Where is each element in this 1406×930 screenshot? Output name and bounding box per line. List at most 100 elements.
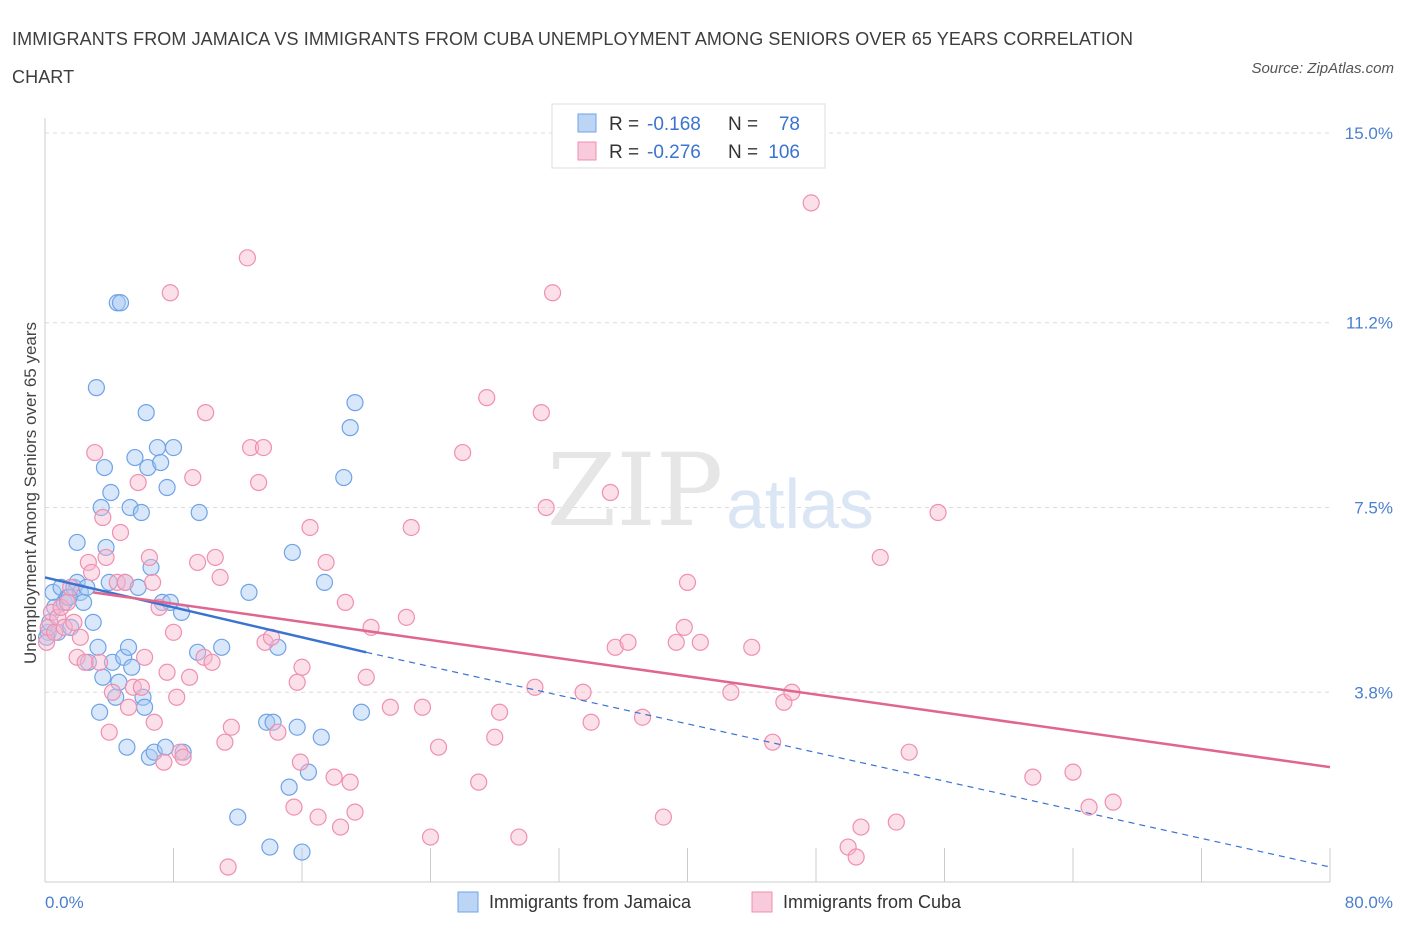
cuba-point <box>197 404 215 422</box>
cuba-point <box>91 653 109 671</box>
cuba-point <box>222 718 240 736</box>
cuba-point <box>871 548 889 567</box>
series-jamaica-points <box>38 294 371 861</box>
axes <box>44 118 1331 883</box>
jamaica-point <box>283 543 301 562</box>
cuba-trend-line <box>93 591 1331 769</box>
y-tick-label: 11.2% <box>1346 314 1393 333</box>
chart-title: IMMIGRANTS FROM JAMAICA VS IMMIGRANTS FR… <box>12 29 1134 87</box>
cuba-point <box>331 818 350 836</box>
jamaica-trend-line <box>44 576 367 654</box>
jamaica-point <box>95 458 114 477</box>
jamaica-point <box>280 778 298 796</box>
cuba-point <box>158 663 176 681</box>
cuba-point <box>1104 793 1122 811</box>
jamaica-point <box>132 503 150 522</box>
cuba-point <box>145 713 163 731</box>
cuba-point <box>654 808 673 826</box>
bottom-legend-cuba: Immigrants from Cuba <box>783 892 962 912</box>
y-tick-label: 3.8% <box>1354 683 1393 702</box>
cuba-point <box>86 443 104 462</box>
cuba-point <box>216 733 234 751</box>
cuba-point <box>238 249 256 267</box>
cuba-point <box>478 389 496 407</box>
cuba-point <box>510 828 528 846</box>
jamaica-point <box>293 843 311 861</box>
jamaica-point <box>213 638 231 656</box>
cuba-point <box>55 618 73 636</box>
legend-n-label-jamaica: N = <box>728 114 758 135</box>
cuba-point <box>242 438 260 457</box>
cuba-point <box>293 658 311 676</box>
cuba-point <box>71 628 89 646</box>
cuba-point <box>633 708 652 726</box>
bottom-legend-jamaica: Immigrants from Jamaica <box>489 892 692 912</box>
legend-r-value-jamaica: -0.168 <box>647 114 701 135</box>
cuba-point <box>49 608 67 626</box>
cuba-point <box>929 503 947 522</box>
cuba-point <box>219 858 237 876</box>
cuba-point <box>381 698 399 716</box>
cuba-point <box>675 618 693 636</box>
cuba-point <box>132 678 150 696</box>
cuba-point <box>1024 768 1042 786</box>
jamaica-point <box>103 653 122 671</box>
jamaica-point <box>46 598 64 616</box>
cuba-point <box>532 404 550 422</box>
bottom-legend-swatch-jamaica <box>457 891 479 913</box>
jamaica-point <box>152 453 170 472</box>
cuba-point <box>317 553 335 572</box>
cuba-point <box>144 573 162 592</box>
cuba-point <box>254 438 273 457</box>
cuba-point <box>537 498 555 517</box>
x-tick-label: 80.0% <box>1345 893 1393 912</box>
jamaica-point <box>341 419 359 437</box>
cuba-point <box>82 563 101 582</box>
cuba-point <box>678 573 697 592</box>
jamaica-point <box>352 703 371 721</box>
cuba-point <box>203 653 221 671</box>
cuba-point <box>667 633 685 651</box>
jamaica-point <box>240 583 258 601</box>
jamaica-point <box>94 668 112 686</box>
cuba-point <box>188 553 207 572</box>
cuba-point <box>402 518 420 537</box>
cuba-point <box>65 613 83 631</box>
jamaica-point <box>156 738 175 756</box>
cuba-point <box>397 608 416 626</box>
jamaica-point <box>229 808 247 826</box>
cuba-point <box>97 548 115 567</box>
watermark-zip: ZIP <box>547 432 723 549</box>
cuba-point <box>161 284 179 302</box>
x-tick-labels: 0.0% 80.0% <box>45 893 1393 912</box>
cuba-point <box>291 753 309 771</box>
jamaica-point <box>139 458 157 477</box>
cuba-point <box>325 768 343 786</box>
watermark-atlas: atlas <box>726 465 874 543</box>
cuba-point <box>129 473 147 492</box>
cuba-point <box>336 593 354 611</box>
cuba-point <box>135 648 154 666</box>
jamaica-point <box>315 573 334 592</box>
bottom-legend: Immigrants from Jamaica Immigrants from … <box>457 891 962 913</box>
cuba-point <box>180 668 199 686</box>
cuba-point <box>619 633 637 651</box>
cuba-point <box>288 673 306 691</box>
jamaica-point <box>111 294 130 312</box>
cuba-point <box>155 753 173 771</box>
legend-n-value-cuba: 106 <box>768 142 800 163</box>
cuba-point <box>206 548 224 567</box>
cuba-point <box>764 733 782 751</box>
jamaica-point <box>123 658 141 676</box>
y-tick-label: 7.5% <box>1354 499 1393 518</box>
legend-n-label-cuba: N = <box>728 142 758 163</box>
y-axis-label: Unemployment Among Seniors over 65 years <box>21 322 40 664</box>
cuba-point <box>301 518 319 537</box>
cuba-point <box>103 683 122 701</box>
jamaica-point <box>74 593 93 611</box>
cuba-point <box>100 723 118 741</box>
trend-lines <box>44 576 1331 868</box>
cuba-point <box>116 573 134 592</box>
cuba-point <box>429 738 448 756</box>
cuba-point <box>79 553 97 572</box>
